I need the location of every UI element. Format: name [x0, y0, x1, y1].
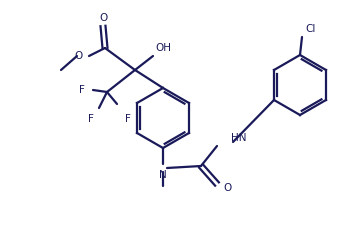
Text: O: O — [75, 51, 83, 61]
Text: O: O — [99, 13, 107, 23]
Text: F: F — [79, 85, 85, 95]
Text: O: O — [223, 183, 231, 193]
Text: N: N — [159, 170, 167, 180]
Text: Cl: Cl — [305, 24, 315, 34]
Text: F: F — [88, 114, 94, 124]
Text: HN: HN — [231, 133, 247, 143]
Text: OH: OH — [155, 43, 171, 53]
Text: F: F — [125, 114, 131, 124]
